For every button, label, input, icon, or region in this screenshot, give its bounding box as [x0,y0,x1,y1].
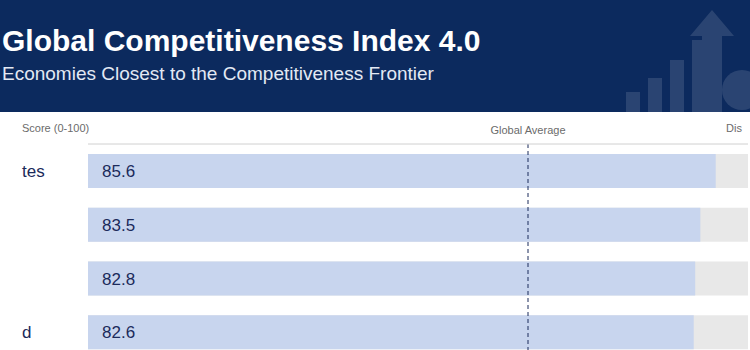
html-text:Economies Closest to the Compe: Economies Closest to the Competitiveness… [2,63,434,84]
svg-text:d: d [22,323,31,342]
html-text:Score (0-100): Score (0-100) [22,122,90,134]
svg-text:83.5: 83.5 [102,216,135,235]
svg-text:82.8: 82.8 [102,270,135,289]
svg-text:85.6: 85.6 [102,162,135,181]
svg-text:tes: tes [22,162,45,181]
html-text:Dis: Dis [726,122,742,134]
svg-text:Global Average: Global Average [490,124,565,136]
html-text:Global Competitiveness Index 4: Global Competitiveness Index 4.0 [2,24,481,57]
svg-text:82.6: 82.6 [102,323,135,342]
